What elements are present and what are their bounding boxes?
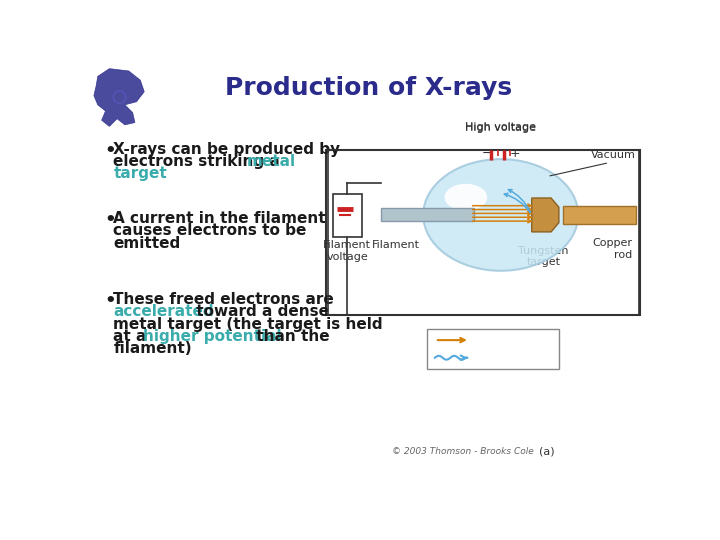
Polygon shape — [532, 198, 559, 232]
Text: (a): (a) — [539, 447, 555, 456]
Text: emitted: emitted — [113, 236, 181, 251]
Text: A current in the filament: A current in the filament — [113, 211, 326, 226]
Text: toward a dense: toward a dense — [192, 304, 329, 319]
Text: These freed electrons are: These freed electrons are — [113, 292, 334, 307]
Text: Filament: Filament — [372, 240, 420, 251]
Text: •: • — [104, 211, 116, 229]
Ellipse shape — [423, 159, 578, 271]
Text: Vacuum: Vacuum — [590, 150, 636, 159]
Bar — [326, 150, 640, 315]
Text: target: target — [113, 166, 167, 181]
Bar — [333, 194, 362, 237]
Text: Production of X-rays: Production of X-rays — [225, 76, 513, 100]
Text: High voltage: High voltage — [465, 123, 536, 132]
Text: electrons: electrons — [474, 335, 525, 345]
Text: x-rays: x-rays — [474, 353, 508, 363]
Text: electrons striking a: electrons striking a — [113, 154, 285, 169]
Text: © 2003 Thomson - Brooks Cole: © 2003 Thomson - Brooks Cole — [392, 447, 534, 456]
Text: X-rays can be produced by: X-rays can be produced by — [113, 142, 341, 157]
Text: High voltage: High voltage — [465, 122, 536, 132]
Text: •: • — [104, 292, 116, 310]
Text: metal target (the target is held: metal target (the target is held — [113, 316, 383, 332]
Text: Vacuum: Vacuum — [592, 206, 636, 216]
Text: Filament
voltage: Filament voltage — [323, 240, 372, 262]
Ellipse shape — [444, 184, 487, 211]
Text: accelerated: accelerated — [113, 304, 214, 319]
Text: at a: at a — [113, 329, 152, 344]
Bar — [381, 208, 474, 221]
Text: than the: than the — [251, 329, 329, 344]
Text: +: + — [509, 147, 520, 160]
Text: metal: metal — [246, 154, 296, 169]
Polygon shape — [563, 206, 636, 224]
Bar — [427, 329, 559, 369]
Text: Tungsten
target: Tungsten target — [518, 246, 569, 267]
Text: higher potential: higher potential — [143, 329, 282, 344]
Polygon shape — [94, 69, 144, 126]
Text: •: • — [104, 142, 116, 160]
Text: −: − — [482, 147, 492, 160]
Text: Copper
rod: Copper rod — [593, 238, 632, 260]
Text: filament): filament) — [113, 341, 192, 356]
Text: causes electrons to be: causes electrons to be — [113, 224, 307, 239]
